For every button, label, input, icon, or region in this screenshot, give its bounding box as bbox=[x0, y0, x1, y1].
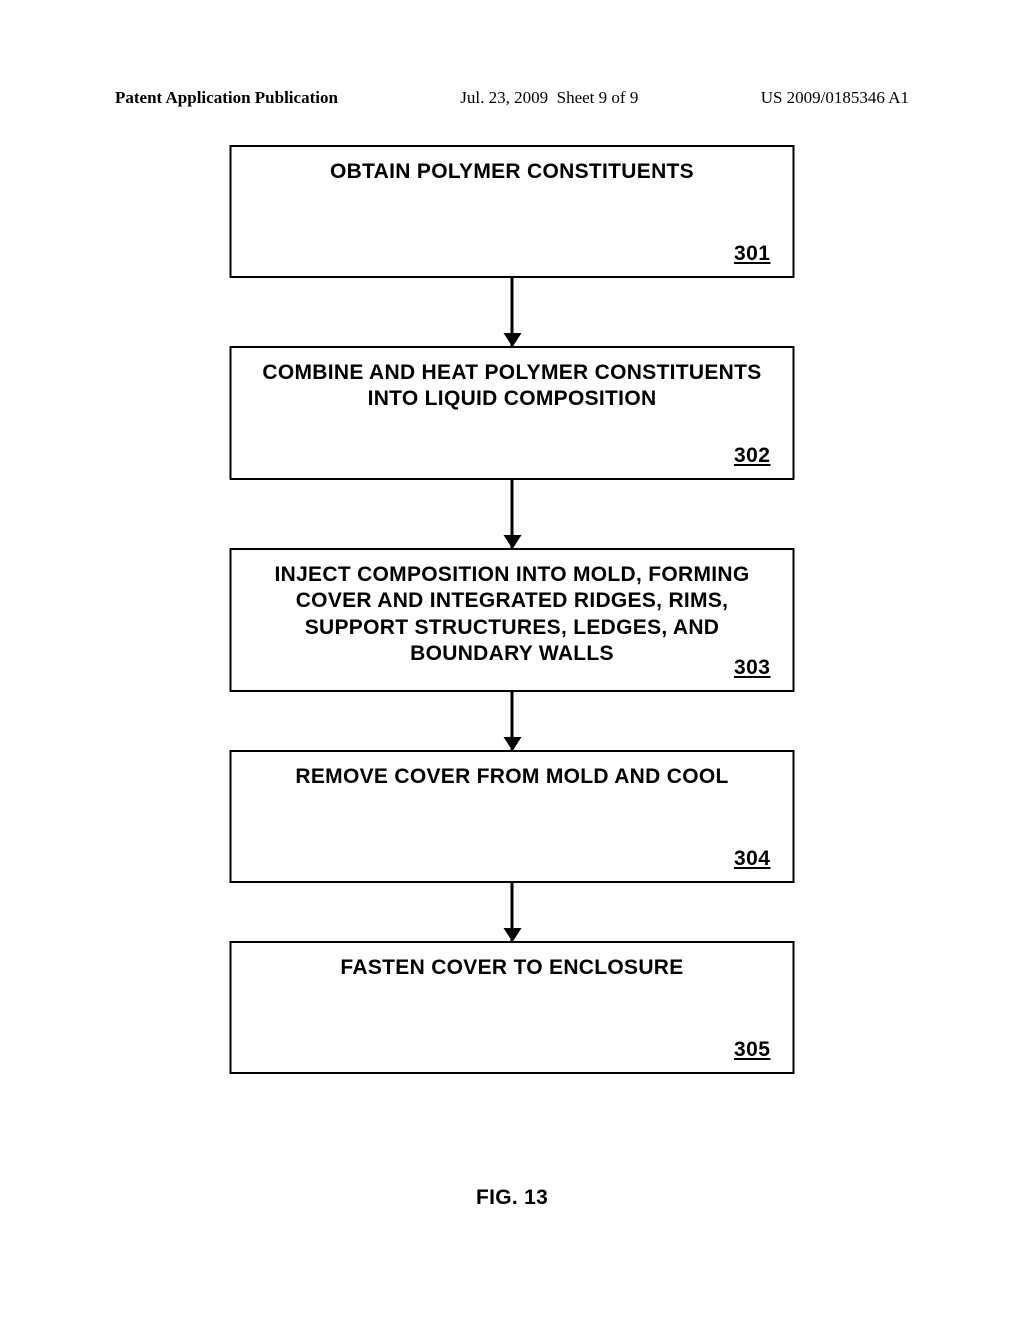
flowchart-node-305: FASTEN COVER TO ENCLOSURE 305 bbox=[230, 941, 795, 1074]
arrow-down-icon bbox=[503, 535, 521, 549]
flowchart-node-ref: 305 bbox=[734, 1038, 771, 1062]
flowchart-connector bbox=[511, 480, 514, 548]
flowchart-node-label: OBTAIN POLYMER CONSTITUENTS bbox=[252, 159, 773, 185]
flowchart-node-ref: 304 bbox=[734, 847, 771, 871]
arrow-down-icon bbox=[503, 333, 521, 347]
arrow-down-icon bbox=[503, 737, 521, 751]
flowchart-node-302: COMBINE AND HEAT POLYMER CONSTITUENTS IN… bbox=[230, 346, 795, 480]
arrow-down-icon bbox=[503, 928, 521, 942]
flowchart: OBTAIN POLYMER CONSTITUENTS 301 COMBINE … bbox=[230, 145, 795, 1074]
flowchart-node-304: REMOVE COVER FROM MOLD AND COOL 304 bbox=[230, 750, 795, 883]
flowchart-node-ref: 301 bbox=[734, 242, 771, 266]
header-date-sheet: Jul. 23, 2009 Sheet 9 of 9 bbox=[460, 88, 638, 108]
header-sheet: Sheet 9 of 9 bbox=[557, 88, 639, 107]
header-publication: Patent Application Publication bbox=[115, 88, 338, 108]
flowchart-connector bbox=[511, 278, 514, 346]
figure-label: FIG. 13 bbox=[0, 1186, 1024, 1210]
flowchart-connector bbox=[511, 883, 514, 941]
flowchart-connector bbox=[511, 692, 514, 750]
header-pubno: US 2009/0185346 A1 bbox=[761, 88, 909, 108]
flowchart-node-label: COMBINE AND HEAT POLYMER CONSTITUENTS IN… bbox=[252, 360, 773, 413]
flowchart-node-301: OBTAIN POLYMER CONSTITUENTS 301 bbox=[230, 145, 795, 278]
header-date: Jul. 23, 2009 bbox=[460, 88, 548, 107]
flowchart-node-303: INJECT COMPOSITION INTO MOLD, FORMING CO… bbox=[230, 548, 795, 692]
flowchart-node-ref: 302 bbox=[734, 444, 771, 468]
flowchart-node-label: REMOVE COVER FROM MOLD AND COOL bbox=[252, 764, 773, 790]
flowchart-node-label: FASTEN COVER TO ENCLOSURE bbox=[252, 955, 773, 981]
flowchart-node-ref: 303 bbox=[734, 656, 771, 680]
page-header: Patent Application Publication Jul. 23, … bbox=[0, 88, 1024, 108]
flowchart-node-label: INJECT COMPOSITION INTO MOLD, FORMING CO… bbox=[252, 562, 773, 667]
